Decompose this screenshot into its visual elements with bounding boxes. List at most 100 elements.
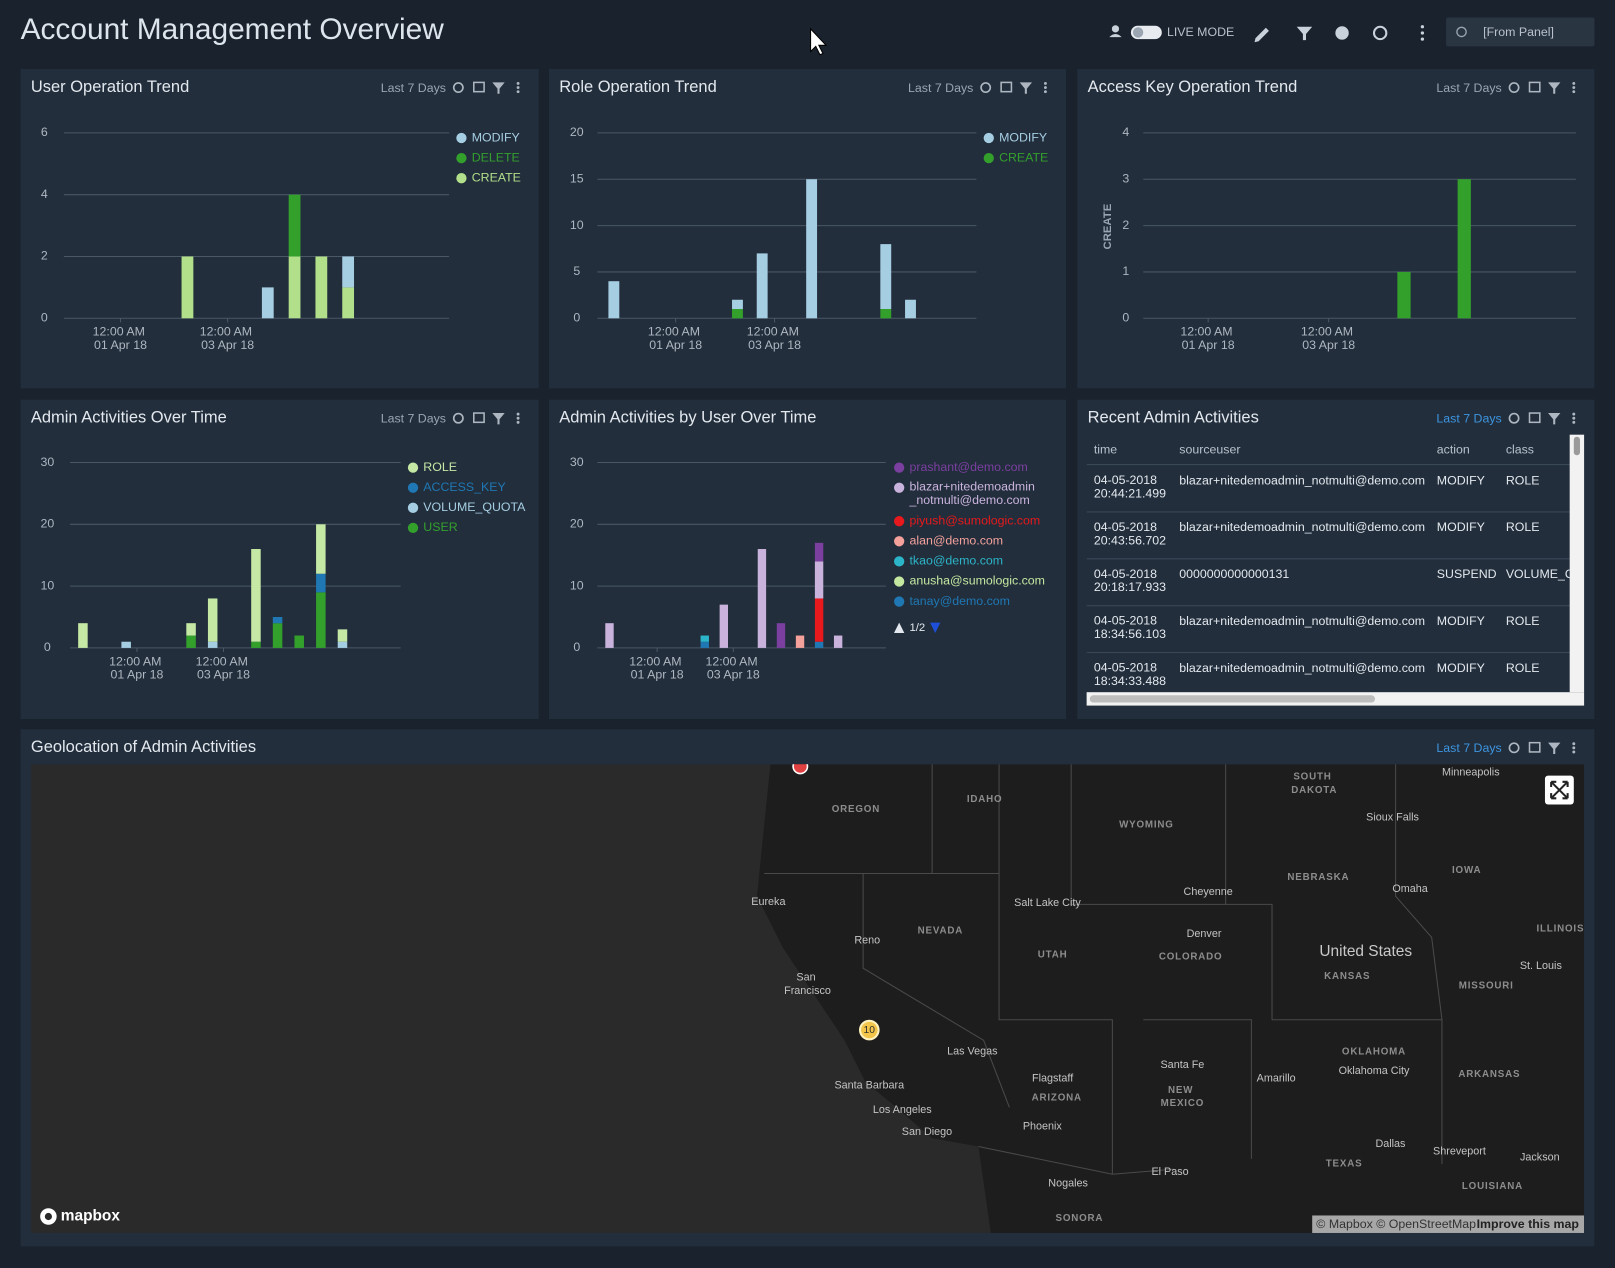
time-range[interactable]: Last 7 Days <box>1436 411 1501 425</box>
legend-marker[interactable] <box>894 462 904 472</box>
toggle-knob <box>1133 27 1143 37</box>
menu-dot[interactable] <box>1572 417 1575 420</box>
v-scrollbar[interactable] <box>1570 435 1584 693</box>
map-label: St. Louis <box>1520 960 1563 972</box>
legend-label[interactable]: alan@demo.com <box>909 534 1003 548</box>
table-cell: 04-05-2018 20:43:56.702 <box>1094 520 1166 547</box>
legend-marker[interactable] <box>894 556 904 566</box>
globe-icon[interactable] <box>1335 26 1348 39</box>
x-tick-label: 12:00 AM 03 Apr 18 <box>200 325 256 352</box>
legend-label[interactable]: tkao@demo.com <box>909 554 1003 568</box>
bar <box>758 549 766 648</box>
menu-dot <box>1572 90 1575 93</box>
v-scroll-thumb[interactable] <box>1574 437 1580 456</box>
column-header[interactable]: class <box>1506 442 1534 456</box>
y-tick-label: 10 <box>570 578 584 592</box>
legend-marker[interactable] <box>894 483 904 493</box>
legend-label[interactable]: ACCESS_KEY <box>423 480 505 494</box>
column-header[interactable]: action <box>1437 442 1470 456</box>
time-range[interactable]: Last 7 Days <box>908 81 973 95</box>
menu-dot[interactable] <box>517 417 520 420</box>
legend-label[interactable]: prashant@demo.com <box>909 460 1027 474</box>
menu-dot <box>1421 31 1424 34</box>
y-tick-label: 2 <box>1122 218 1129 232</box>
column-header[interactable]: time <box>1094 442 1117 456</box>
menu-dot[interactable] <box>1572 746 1575 749</box>
column-header[interactable]: sourceuser <box>1179 442 1240 456</box>
map-label: Shreveport <box>1433 1145 1486 1157</box>
legend-marker[interactable] <box>894 596 904 606</box>
y-tick-label: 20 <box>41 517 55 531</box>
legend-label[interactable]: CREATE <box>472 170 521 184</box>
bar <box>701 636 709 642</box>
legend-marker[interactable] <box>984 133 994 143</box>
legend-label[interactable]: USER <box>423 520 457 534</box>
mapbox-logo[interactable]: mapbox <box>61 1208 121 1225</box>
legend-label[interactable]: ROLE <box>423 460 457 474</box>
x-tick-label: 12:00 AM 01 Apr 18 <box>648 325 704 352</box>
legend-marker[interactable] <box>408 503 418 513</box>
menu-icon[interactable] <box>1421 25 1424 28</box>
bar <box>251 642 261 648</box>
time-range[interactable]: Last 7 Days <box>381 81 446 95</box>
menu-dot <box>1044 90 1047 93</box>
h-scroll-thumb[interactable] <box>1090 695 1375 702</box>
bar <box>342 256 354 287</box>
legend-marker[interactable] <box>894 576 904 586</box>
y-tick-label: 1 <box>1122 264 1129 278</box>
legend-marker[interactable] <box>408 523 418 533</box>
user-icon[interactable] <box>1112 25 1119 32</box>
bar <box>777 623 785 648</box>
legend-marker[interactable] <box>984 153 994 163</box>
legend-label[interactable]: anusha@sumologic.com <box>909 574 1045 588</box>
legend-marker[interactable] <box>408 462 418 472</box>
map-label: TEXAS <box>1326 1159 1363 1170</box>
legend-marker[interactable] <box>456 153 466 163</box>
map-label: ARKANSAS <box>1458 1069 1520 1080</box>
x-tick-label: 12:00 AM 01 Apr 18 <box>93 325 149 352</box>
menu-dot <box>517 413 520 416</box>
table-cell: SUSPEND <box>1437 567 1497 581</box>
legend-label[interactable]: MODIFY <box>999 130 1047 144</box>
improve-map[interactable]: Improve this map <box>1477 1217 1580 1231</box>
time-range[interactable]: Last 7 Days <box>1436 81 1501 95</box>
legend-marker[interactable] <box>894 516 904 526</box>
panel-title: User Operation Trend <box>31 78 189 96</box>
legend-label[interactable]: tanay@demo.com <box>909 594 1009 608</box>
y-tick-label: 4 <box>41 187 48 201</box>
time-range[interactable]: Last 7 Days <box>1436 741 1501 755</box>
chart-panel: Role Operation TrendLast 7 Days051015201… <box>549 69 1066 388</box>
bar <box>796 636 804 648</box>
bar <box>1397 272 1410 318</box>
y-tick-label: 0 <box>41 311 48 325</box>
menu-dot[interactable] <box>517 86 520 89</box>
legend-label[interactable]: MODIFY <box>472 130 520 144</box>
time-range[interactable]: Last 7 Days <box>381 411 446 425</box>
legend-label[interactable]: DELETE <box>472 150 520 164</box>
legend-label[interactable]: CREATE <box>999 150 1048 164</box>
legend-label[interactable]: VOLUME_QUOTA <box>423 500 526 514</box>
table-cell: 04-05-2018 18:34:56.103 <box>1094 614 1166 641</box>
bar <box>251 549 261 642</box>
panel <box>21 400 539 719</box>
menu-dot[interactable] <box>1044 86 1047 89</box>
table-cell: ROLE <box>1506 473 1540 487</box>
legend-marker[interactable] <box>894 536 904 546</box>
bar <box>880 309 891 318</box>
map-label: MISSOURI <box>1459 980 1514 991</box>
table-cell: 0000000000000131 <box>1179 567 1289 581</box>
menu-dot[interactable] <box>1572 86 1575 89</box>
legend-marker[interactable] <box>408 483 418 493</box>
attribution[interactable]: © Mapbox © OpenStreetMap <box>1316 1217 1476 1231</box>
legend-marker[interactable] <box>456 133 466 143</box>
menu-dot <box>1421 37 1424 40</box>
dashboard-title: Account Management Overview <box>21 13 445 46</box>
legend-marker[interactable] <box>456 173 466 183</box>
bar <box>208 642 218 648</box>
bar <box>605 623 613 648</box>
legend-label[interactable]: blazar+nitedemoadmin _notmulti@demo.com <box>908 480 1038 507</box>
x-tick-label: 12:00 AM 03 Apr 18 <box>747 325 803 352</box>
bar <box>273 623 283 648</box>
legend-label[interactable]: piyush@sumologic.com <box>909 513 1040 527</box>
